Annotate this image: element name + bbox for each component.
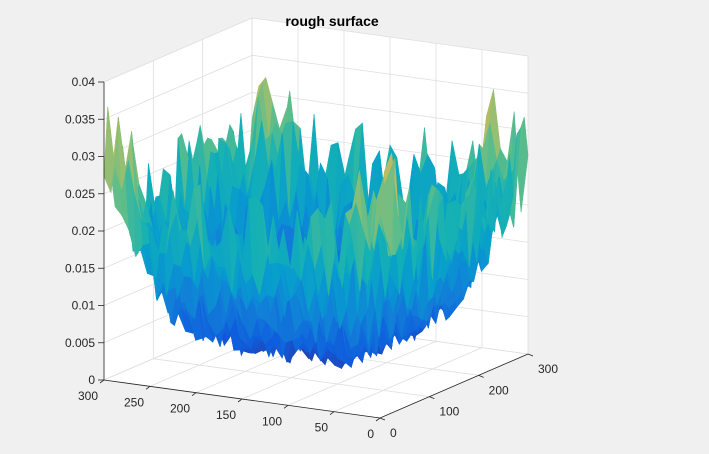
y-tick-mark [99, 379, 105, 384]
y-tick-mark [145, 386, 151, 390]
x-tick-mark [478, 374, 484, 378]
x-axis-line [379, 353, 529, 419]
grid-line-z [103, 92, 253, 157]
z-tick-label: 0.03 [72, 150, 96, 164]
y-tick-mark [191, 392, 197, 396]
z-tick-label: 0.04 [72, 75, 96, 89]
y-tick-mark [237, 398, 243, 403]
x-tick-label: 0 [390, 426, 397, 440]
x-tick-label: 300 [538, 362, 558, 376]
x-tick-label: 200 [489, 383, 509, 397]
axis-lines [98, 81, 534, 422]
x-tick-mark [429, 396, 435, 400]
surface-patch [372, 176, 384, 248]
grid-line-y [287, 340, 437, 406]
z-tick-label: 0.035 [65, 112, 95, 126]
z-tick-label: 0.01 [72, 299, 96, 313]
z-tick-label: 0.015 [65, 261, 95, 275]
y-tick-mark [283, 405, 289, 409]
y-tick-label: 250 [124, 395, 144, 409]
chart-title: rough surface [285, 13, 379, 29]
y-tick-label: 300 [78, 389, 98, 403]
grid-line-z [251, 54, 529, 94]
y-tick-label: 150 [216, 408, 236, 422]
grid-line-y [333, 347, 483, 413]
y-tick-label: 200 [170, 402, 190, 416]
x-tick-label: 100 [439, 405, 459, 419]
z-tick-label: 0 [88, 373, 95, 387]
y-tick-label: 50 [315, 421, 329, 435]
y-tick-label: 100 [262, 414, 282, 428]
y-tick-mark [375, 417, 381, 422]
x-tick-mark [379, 417, 386, 421]
grid-line-z [103, 17, 253, 83]
grid-line-z [251, 92, 529, 131]
y-tick-label: 0 [367, 427, 374, 441]
grid-line-z [251, 17, 529, 57]
x-tick-mark [527, 353, 534, 357]
z-tick-label: 0.02 [72, 224, 96, 238]
z-tick-label: 0.005 [65, 336, 95, 350]
surface-mesh [103, 76, 529, 370]
y-tick-mark [329, 411, 335, 415]
grid-line-z [103, 54, 253, 120]
z-tick-label: 0.025 [65, 187, 95, 201]
tick-labels: 0 100 200 300 0 50 100 150 200 250 300 0 0.005 0.01 0.… [65, 75, 558, 441]
